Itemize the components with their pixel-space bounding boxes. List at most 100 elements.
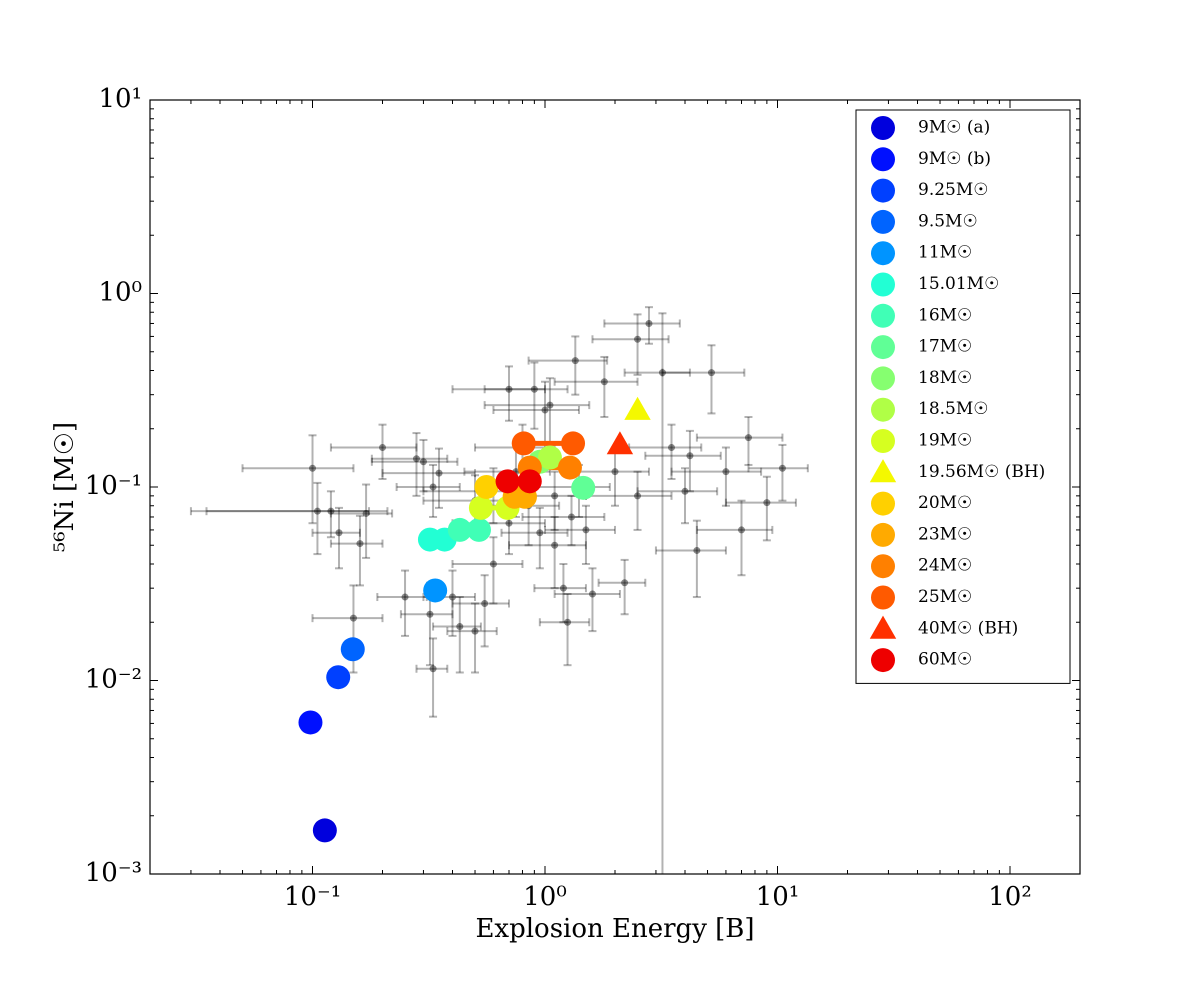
observation-point <box>551 492 559 500</box>
circle-marker <box>871 147 895 172</box>
legend-label: 11M☉ <box>918 243 972 263</box>
legend-frame <box>855 109 1071 684</box>
observation-point <box>559 584 567 592</box>
circle-marker <box>871 116 895 140</box>
observation-point <box>505 385 513 393</box>
observation-point <box>568 513 576 521</box>
observation-point <box>546 401 554 409</box>
observation-point <box>686 452 694 460</box>
legend: 9M☉ (a) 9M☉ (b) 9.25M☉ 9.5M☉ 11M☉ 15.01M☉ 16M☉… <box>855 109 1071 684</box>
observation-point <box>571 357 579 365</box>
observation-point <box>335 529 343 537</box>
triangle-marker <box>606 431 634 455</box>
observation-point <box>313 507 321 515</box>
observation-point <box>541 406 549 414</box>
legend-label: 9M☉ (b) <box>918 149 991 169</box>
legend-label: 23M☉ <box>918 524 972 544</box>
observation-point <box>621 579 629 587</box>
circle-marker <box>871 241 895 266</box>
models <box>298 396 651 843</box>
observation-point <box>349 614 357 622</box>
circle-marker <box>517 469 542 494</box>
circle-marker <box>871 178 895 203</box>
x-axis-label: Explosion Energy [B] <box>475 914 754 944</box>
x-tick-label: 10⁰ <box>523 882 567 912</box>
circle-marker <box>871 335 895 360</box>
observation-point <box>448 593 456 601</box>
circle-marker <box>298 710 323 735</box>
axes: 10⁻¹ 10⁰ 10¹ 10² 10⁻³ 10⁻² 10⁻¹ 10⁰ 10¹ <box>85 84 1080 912</box>
observation-point <box>356 540 364 548</box>
circle-marker <box>423 578 448 603</box>
circle-marker <box>326 665 351 690</box>
observation-point <box>744 434 752 442</box>
circle-marker <box>468 495 493 520</box>
observation-point <box>530 385 538 393</box>
legend-label: 9M☉ (a) <box>918 118 990 138</box>
observation-point <box>707 369 715 377</box>
observation-point <box>778 464 786 472</box>
circle-marker <box>871 429 895 453</box>
observation-point <box>379 444 386 452</box>
legend-label: 40M☉ (BH) <box>918 618 1018 638</box>
observation-point <box>536 529 544 537</box>
y-tick-label: 10⁻¹ <box>85 471 142 501</box>
observation-point <box>401 593 409 601</box>
legend-label: 9.5M☉ <box>918 211 978 231</box>
legend-label: 60M☉ <box>918 650 972 670</box>
observation-point <box>737 526 745 534</box>
circle-marker <box>312 818 337 843</box>
legend-label: 18.5M☉ <box>918 399 989 419</box>
observation-point <box>551 541 559 549</box>
circle-marker <box>466 517 491 542</box>
legend-label: 19.56M☉ (BH) <box>918 462 1045 482</box>
observation-point <box>309 464 317 472</box>
circle-marker <box>871 209 895 234</box>
circle-marker <box>871 554 895 579</box>
observation-point <box>658 369 666 377</box>
circle-marker <box>571 475 596 500</box>
observation-point <box>693 546 701 554</box>
legend-label: 16M☉ <box>918 305 972 325</box>
observation-point <box>426 610 434 618</box>
circle-marker <box>871 648 895 673</box>
x-tick-label: 10² <box>988 882 1032 912</box>
circle-marker <box>871 491 895 516</box>
observation-point <box>564 618 572 626</box>
circle-marker <box>537 445 562 470</box>
observation-point <box>645 319 653 327</box>
y-tick-label: 10⁰ <box>98 278 142 308</box>
observation-point <box>588 590 596 598</box>
circle-marker <box>495 469 520 494</box>
observation-point <box>412 455 420 463</box>
circle-marker <box>511 431 536 456</box>
observation-point <box>429 665 437 673</box>
circle-marker <box>871 522 895 547</box>
observation-point <box>611 468 619 476</box>
observation-point <box>489 560 497 568</box>
legend-label: 18M☉ <box>918 368 972 388</box>
x-tick-label: 10¹ <box>756 882 800 912</box>
circle-marker <box>474 475 499 499</box>
legend-label: 20M☉ <box>918 493 972 513</box>
legend-label: 17M☉ <box>918 337 972 357</box>
legend-label: 15.01M☉ <box>918 274 999 294</box>
observation-point <box>429 483 437 491</box>
observation-point <box>722 468 730 476</box>
observation-point <box>668 444 676 452</box>
observation-point <box>471 627 479 635</box>
observations <box>189 306 809 874</box>
triangle-marker <box>624 396 651 420</box>
observation-point <box>327 507 335 515</box>
observation-point <box>505 519 513 527</box>
circle-marker <box>871 272 895 297</box>
circle-marker <box>340 637 365 662</box>
y-tick-label: 10⁻³ <box>85 858 142 888</box>
y-axis-label: ⁵⁶Ni [M☉] <box>50 422 80 552</box>
observation-point <box>481 599 489 607</box>
observation-point <box>681 487 689 495</box>
circle-marker <box>871 303 895 328</box>
triangle-marker <box>869 615 897 639</box>
observation-point <box>362 509 370 517</box>
